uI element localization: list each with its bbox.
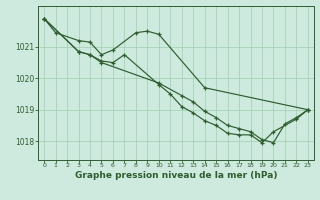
X-axis label: Graphe pression niveau de la mer (hPa): Graphe pression niveau de la mer (hPa) <box>75 171 277 180</box>
